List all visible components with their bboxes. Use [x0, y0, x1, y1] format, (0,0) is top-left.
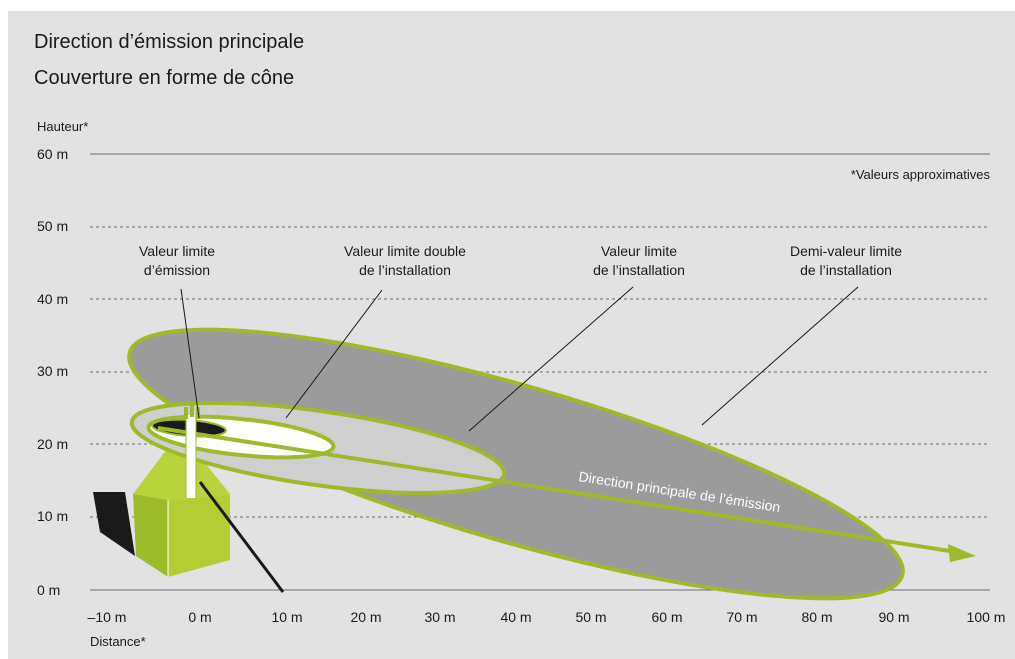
y-tick-label: 30 m — [37, 363, 68, 379]
y-tick-label: 60 m — [37, 146, 68, 162]
footnote: *Valeurs approximatives — [851, 167, 991, 182]
x-tick-label: 10 m — [271, 609, 302, 625]
mast-pointer-line — [198, 481, 285, 593]
direction-arrowhead — [948, 544, 976, 562]
installation-limit-label-2: de l’installation — [593, 262, 685, 278]
x-tick-label: 90 m — [878, 609, 909, 625]
leader-line-installation — [468, 286, 634, 432]
y-tick-label: 0 m — [37, 582, 60, 598]
x-tick-label: 0 m — [188, 609, 211, 625]
x-tick-label: 60 m — [651, 609, 682, 625]
x-tick-label: 80 m — [801, 609, 832, 625]
x-tick-label: –10 m — [88, 609, 127, 625]
x-axis-title: Distance* — [90, 634, 146, 649]
half-limit-label-1: Demi-valeur limite — [790, 243, 902, 259]
double-limit-label-1: Valeur limite double — [344, 243, 466, 259]
x-tick-label: 70 m — [726, 609, 757, 625]
emission-limit-label-2: d’émission — [144, 262, 210, 278]
building-roof — [133, 432, 230, 500]
building-side — [133, 494, 168, 577]
half-limit-zone — [127, 327, 905, 601]
y-tick-label: 50 m — [37, 218, 68, 234]
callout-labels: Valeur limite d’émission Valeur limite d… — [139, 243, 902, 278]
emission-limit-label-1: Valeur limite — [139, 243, 215, 259]
installation-limit-label-1: Valeur limite — [601, 243, 677, 259]
direction-arrow-line — [157, 426, 951, 553]
leader-line-double — [285, 289, 383, 419]
building-illustration — [93, 432, 230, 577]
x-tick-label: 40 m — [500, 609, 531, 625]
y-axis-title: Hauteur* — [37, 119, 88, 134]
y-tick-label: 40 m — [37, 291, 68, 307]
building-shadow — [93, 492, 135, 556]
antenna-panel — [184, 407, 188, 419]
x-tick-label: 30 m — [424, 609, 455, 625]
y-tick-label: 20 m — [37, 436, 68, 452]
double-limit-label-2: de l’installation — [359, 262, 451, 278]
building-front — [168, 494, 230, 577]
y-tick-label: 10 m — [37, 508, 68, 524]
leader-line-half — [701, 286, 859, 426]
x-axis: –10 m 0 m 10 m 20 m 30 m 40 m 50 m 60 m … — [88, 609, 1006, 625]
diagram-title-line-2: Couverture en forme de cône — [34, 67, 295, 89]
diagram-title-line-1: Direction d’émission principale — [34, 31, 305, 53]
leader-lines — [180, 286, 859, 432]
leader-line-emission — [180, 288, 200, 419]
x-tick-label: 50 m — [575, 609, 606, 625]
x-tick-label: 20 m — [350, 609, 381, 625]
mast-pole — [186, 415, 196, 498]
x-tick-label: 100 m — [967, 609, 1006, 625]
antenna-panel — [190, 405, 194, 417]
half-limit-label-2: de l’installation — [800, 262, 892, 278]
